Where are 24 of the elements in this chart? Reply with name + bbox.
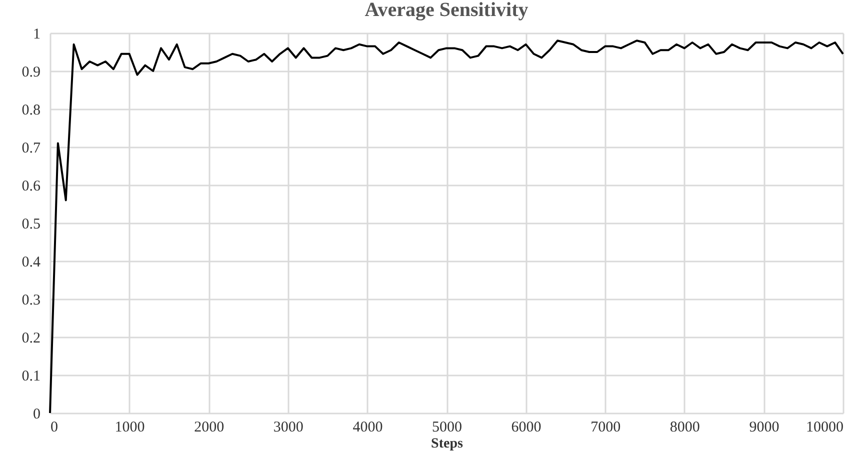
x-tick-label: 2000	[194, 420, 224, 436]
x-tick-label: 4000	[352, 420, 383, 436]
y-tick-label: 0.5	[22, 216, 40, 232]
x-tick-label: 5000	[432, 420, 462, 436]
y-tick-label: 0.7	[22, 140, 41, 156]
y-tick-label: 0.1	[22, 368, 40, 384]
chart-title: Average Sensitivity	[364, 0, 528, 21]
x-tick-label: 6000	[511, 420, 542, 436]
y-tick-label: 0.3	[22, 292, 40, 308]
x-tick-label: 8000	[670, 420, 700, 436]
x-axis-title: Steps	[431, 436, 464, 452]
y-tick-label: 1	[33, 26, 40, 42]
x-tick-label: 10000	[806, 420, 844, 436]
y-tick-label: 0.8	[22, 102, 40, 118]
y-tick-label: 0.2	[22, 330, 40, 346]
y-tick-label: 0	[33, 406, 40, 422]
y-tick-label: 0.4	[22, 254, 41, 270]
x-tick-label: 1000	[114, 420, 145, 436]
x-tick-label: 7000	[590, 420, 621, 436]
x-tick-label: 0	[50, 420, 58, 436]
x-tick-label: 9000	[749, 420, 780, 436]
y-tick-label: 0.6	[22, 178, 41, 194]
x-tick-label: 3000	[273, 420, 304, 436]
y-tick-label: 0.9	[22, 64, 40, 80]
